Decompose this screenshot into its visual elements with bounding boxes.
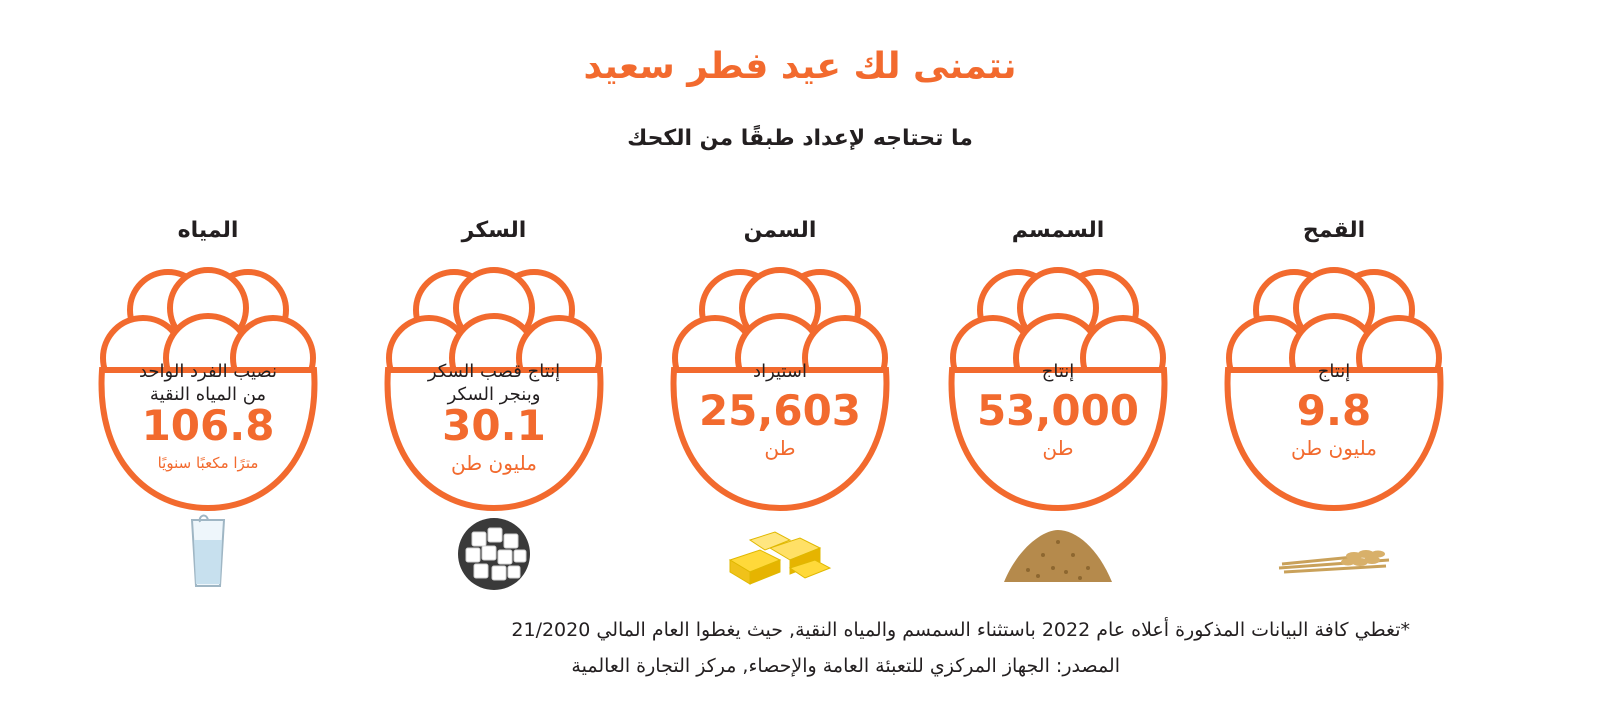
page-subtitle: ما تحتاجه لإعداد طبقًا من الكحك bbox=[627, 126, 973, 151]
sugar-cubes-icon bbox=[458, 518, 530, 590]
source-note: المصدر: الجهاز المركزي للتعبئة العامة وا… bbox=[571, 655, 1120, 677]
stat-title: السمسم bbox=[1011, 218, 1105, 243]
water-glass-icon bbox=[190, 514, 226, 587]
stat-label: إنتاج bbox=[1041, 361, 1075, 382]
stat-value: 106.8 bbox=[141, 401, 275, 450]
kahk-bowl-icon bbox=[1224, 267, 1444, 512]
stat-card-wheat: القمح إنتاج 9.8 مليون طن bbox=[1214, 210, 1454, 600]
stat-label-line2: من المياه النقية bbox=[149, 384, 267, 405]
stat-unit: مترًا مكعبًا سنويًا bbox=[157, 454, 259, 472]
stat-unit: طن bbox=[1042, 436, 1074, 460]
stat-content: إنتاج 9.8 مليون طن bbox=[1234, 360, 1434, 461]
sesame-seeds-icon bbox=[1004, 530, 1112, 582]
stat-title: السكر bbox=[461, 218, 527, 243]
stat-title: القمح bbox=[1302, 218, 1366, 243]
stat-content: استيراد 25,603 طن bbox=[680, 360, 880, 461]
stat-card-sugar: السكر إنتاج قصب السكر وبنجر السكر 30.1 م… bbox=[374, 210, 614, 600]
page-title: نتمنى لك عيد فطر سعيد bbox=[583, 46, 1017, 87]
stat-content: نصيب الفرد الواحد من المياه النقية 106.8… bbox=[108, 360, 308, 476]
stat-label: إنتاج bbox=[1317, 361, 1351, 382]
stat-label: استيراد bbox=[753, 361, 807, 382]
stat-label: نصيب الفرد الواحد bbox=[138, 361, 278, 382]
stat-content: إنتاج 53,000 طن bbox=[958, 360, 1158, 461]
stat-label: إنتاج قصب السكر bbox=[427, 361, 561, 382]
kahk-bowl-icon bbox=[384, 267, 604, 512]
stat-unit: مليون طن bbox=[451, 451, 537, 475]
stat-content: إنتاج قصب السكر وبنجر السكر 30.1 مليون ط… bbox=[394, 360, 594, 476]
stat-value: 25,603 bbox=[698, 386, 862, 435]
kahk-bowl-icon bbox=[670, 267, 890, 512]
footnote: *تغطي كافة البيانات المذكورة أعلاه عام 2… bbox=[511, 619, 1410, 641]
stat-card-sesame: السمسم إنتاج 53,000 طن bbox=[938, 210, 1178, 600]
kahk-bowl-icon bbox=[948, 267, 1168, 512]
stat-title: المياه bbox=[177, 218, 239, 243]
butter-icon bbox=[728, 531, 832, 585]
wheat-icon bbox=[1278, 550, 1390, 574]
stat-unit: طن bbox=[764, 436, 796, 460]
stat-value: 30.1 bbox=[442, 401, 546, 450]
stat-card-water: المياه نصيب الفرد الواحد من المياه النقي… bbox=[88, 210, 328, 600]
stat-value: 9.8 bbox=[1296, 386, 1372, 435]
stat-label-line2: وبنجر السكر bbox=[447, 384, 541, 405]
stat-card-ghee: السمن استيراد 25,603 طن bbox=[660, 210, 900, 600]
kahk-bowl-icon bbox=[98, 267, 318, 512]
stat-title: السمن bbox=[743, 218, 817, 243]
stat-value: 53,000 bbox=[976, 386, 1140, 435]
stat-unit: مليون طن bbox=[1291, 436, 1377, 460]
